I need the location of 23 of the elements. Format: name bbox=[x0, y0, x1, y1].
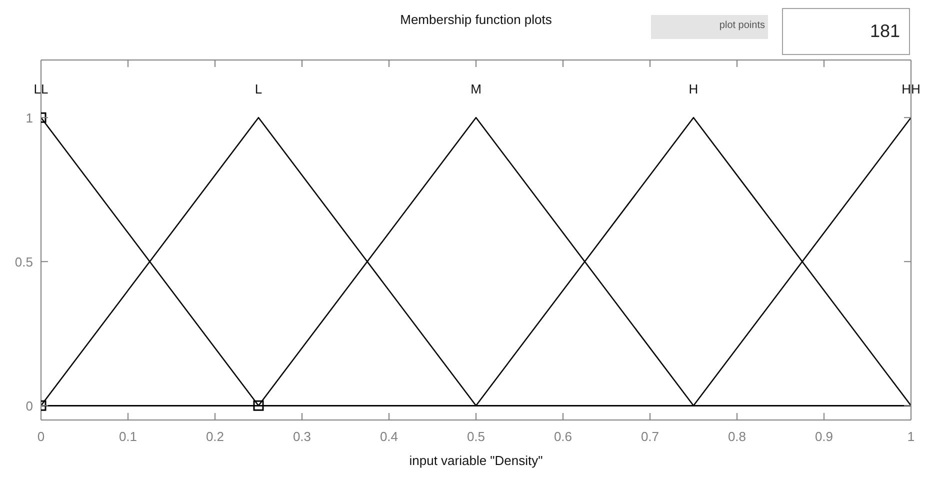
x-tick-label: 0.4 bbox=[380, 429, 398, 444]
x-tick-label: 0.8 bbox=[728, 429, 746, 444]
series-label: L bbox=[254, 82, 262, 97]
x-tick-label: 0.6 bbox=[554, 429, 572, 444]
x-tick-label: 0.9 bbox=[814, 429, 834, 444]
series-label: H bbox=[688, 82, 698, 97]
series-label: LL bbox=[34, 82, 48, 97]
x-tick-label: 0.2 bbox=[206, 429, 224, 444]
series-label: HH bbox=[902, 82, 920, 97]
x-tick-label: 0.7 bbox=[640, 429, 660, 444]
y-tick-label: 1 bbox=[26, 110, 33, 126]
y-tick-label: 0.5 bbox=[14, 254, 33, 270]
text-field: 181 bbox=[782, 8, 910, 55]
x-axis-title: input variable "Density" bbox=[408, 453, 544, 468]
y-tick-label: 0 bbox=[26, 398, 33, 414]
x-tick-label: 1 bbox=[907, 429, 915, 444]
text: plot points bbox=[651, 15, 768, 39]
x-tick-label: 0.5 bbox=[466, 429, 486, 444]
x-tick-label: 0.1 bbox=[118, 429, 138, 444]
chart-title: Membership function plots bbox=[400, 12, 552, 27]
x-tick-label: 0.3 bbox=[292, 429, 312, 444]
x-tick-label: 0 bbox=[37, 429, 45, 444]
series-label: M bbox=[470, 82, 482, 97]
